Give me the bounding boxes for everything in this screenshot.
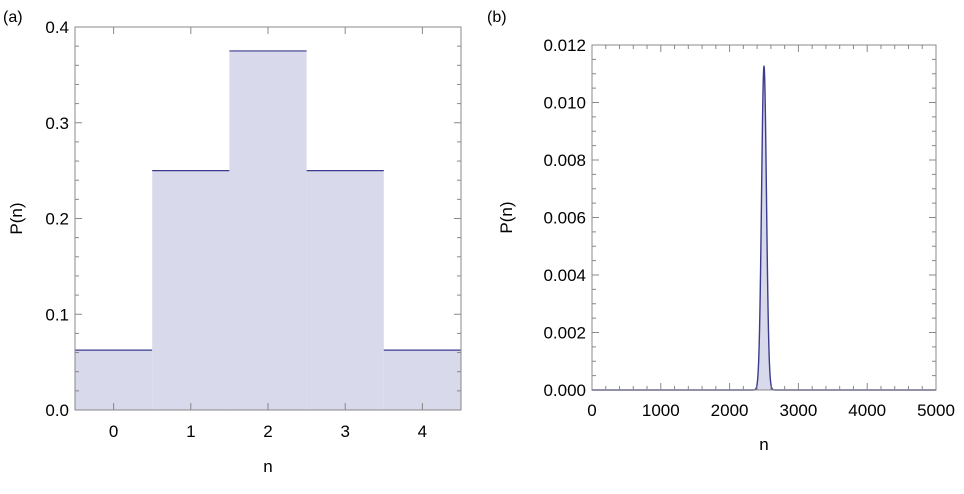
y-axis-label: P(n): [7, 202, 26, 234]
y-tick-label: 0.1: [45, 305, 69, 324]
x-tick-label: 0: [587, 401, 596, 420]
histogram-bar: [152, 170, 230, 410]
panel-b: 0.000 0.002 0.004 0.006 0.008 0.010 0.012 0 1000…: [497, 36, 955, 454]
x-tick-label: 4000: [848, 401, 886, 420]
x-tick-label: 0: [109, 422, 118, 441]
y-tick-label: 0.010: [543, 94, 586, 113]
y-tick-label: 0.2: [45, 210, 69, 229]
x-tick-label: 3: [340, 422, 349, 441]
distribution-area: [592, 65, 936, 390]
x-tick-label: 5000: [917, 401, 955, 420]
x-tick-label: 1: [186, 422, 195, 441]
histogram-bar: [75, 350, 153, 410]
y-tick-label: 0.000: [543, 381, 586, 400]
y-tick-label: 0.4: [45, 18, 69, 37]
y-tick-label: 0.006: [543, 209, 586, 228]
y-tick-label: 0.012: [543, 36, 586, 55]
x-tick-label: 2000: [711, 401, 749, 420]
x-axis-label: n: [263, 457, 272, 476]
histogram-bar: [229, 50, 307, 410]
x-tick-label: 3000: [779, 401, 817, 420]
y-tick-label: 0.0: [45, 401, 69, 420]
histogram-bar: [383, 350, 461, 410]
panel-a-label: (a): [3, 9, 23, 26]
x-tick-label: 1000: [642, 401, 680, 420]
panel-a: 0.0 0.1 0.2 0.3 0.4 0 1 2 3 4 n P(n): [7, 18, 462, 476]
y-tick-label: 0.004: [543, 266, 586, 285]
y-tick-label: 0.008: [543, 151, 586, 170]
x-tick-label: 2: [263, 422, 272, 441]
histogram-bar: [306, 170, 384, 410]
y-tick-label: 0.002: [543, 324, 586, 343]
panel-b-label: (b): [487, 9, 507, 26]
y-tick-label: 0.3: [45, 114, 69, 133]
y-axis-label: P(n): [497, 201, 516, 233]
x-axis-label: n: [759, 435, 768, 454]
x-tick-label: 4: [418, 422, 427, 441]
